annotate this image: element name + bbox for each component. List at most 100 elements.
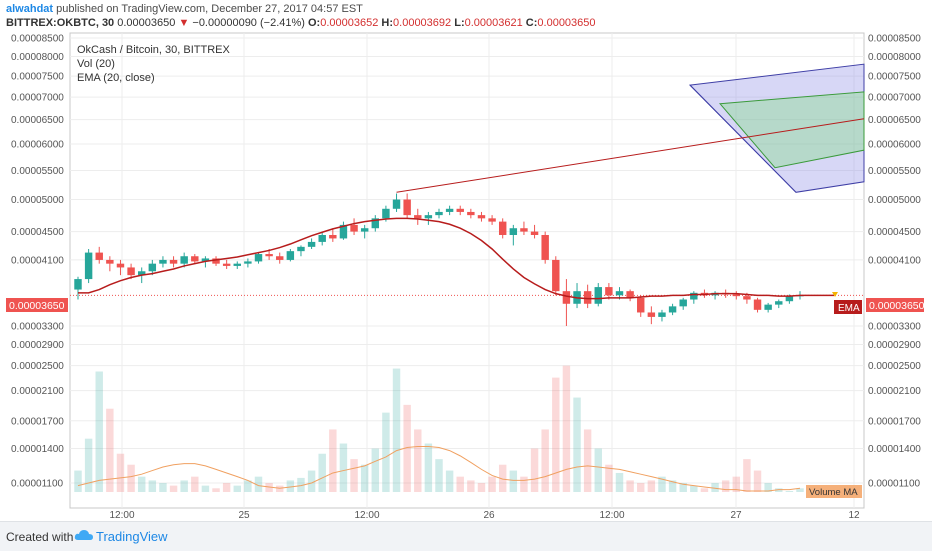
price-tick-label-left: 0.00001400 (11, 444, 64, 455)
axes: 0.00008500 0.00008500 0.00008000 0.00008000… (11, 34, 921, 522)
chart-area[interactable]: 0.00008500 0.00008500 0.00008000 0.00008000… (0, 0, 932, 521)
price-tick-label-left: 0.00006500 (11, 115, 64, 126)
high-value: 0.00003692 (393, 17, 452, 29)
price-badges: 0.00003650 0.00003650 EMA Volume MA (6, 298, 925, 498)
candle-body (371, 218, 380, 229)
price-tick-label-left: 0.00001700 (11, 416, 64, 427)
tradingview-cloud-icon[interactable] (74, 528, 94, 547)
candle-body (286, 251, 295, 260)
candle-body (775, 301, 783, 305)
price-tick-label-right: 0.00005000 (868, 195, 921, 206)
trendline-drawing[interactable] (396, 118, 865, 193)
volume-bar (360, 464, 369, 492)
volume-bar (679, 483, 687, 492)
volume-bar (137, 476, 146, 492)
candle-body (169, 259, 178, 264)
volume-bar (658, 476, 666, 492)
open-label: O: (308, 17, 321, 29)
volume-bar (435, 459, 443, 492)
volume-bar (445, 470, 454, 492)
candle-body (159, 259, 167, 264)
candle-body (690, 292, 698, 300)
volume-bar (541, 429, 549, 492)
volume-bar (191, 476, 199, 492)
price-tick-label-right: 0.00002500 (868, 361, 921, 372)
pitchfork-drawing[interactable] (688, 63, 865, 193)
price-tick-label-left: 0.00005000 (11, 195, 64, 206)
right-price-badge: 0.00003650 (869, 300, 925, 312)
volume-bar (382, 412, 390, 492)
time-tick-label: 27 (730, 510, 742, 521)
left-price-badge: 0.00003650 (9, 300, 65, 312)
candle-body (583, 291, 592, 304)
publish-header: alwahdat published on TradingView.com, D… (6, 3, 363, 15)
candle-body (615, 291, 624, 296)
candle-body (392, 199, 401, 209)
price-tick-label-left: 0.00007000 (11, 93, 64, 104)
candle-body (562, 291, 571, 304)
candle-body (403, 199, 411, 216)
volume-bar (403, 404, 411, 492)
volume-bar (222, 483, 231, 492)
candle-body (647, 312, 656, 317)
right-price-badge-bg (866, 298, 924, 312)
volume-ma-badge: Volume MA (809, 487, 858, 498)
volume-bar (753, 470, 762, 492)
candle-body (318, 234, 326, 242)
price-tick-label-right: 0.00002100 (868, 386, 921, 397)
time-tick-label: 12:00 (354, 510, 379, 521)
price-tick-label-right: 0.00008500 (868, 34, 921, 45)
time-tick-label: 12:00 (599, 510, 624, 521)
volume-ma-polyline (77, 446, 801, 492)
ema-badge-bg (834, 300, 862, 314)
candle-body (424, 215, 433, 219)
volume-bar (116, 453, 125, 492)
grid (69, 32, 865, 509)
trendline (396, 118, 865, 193)
candle-body (679, 299, 687, 307)
candle-body (658, 312, 666, 317)
volume-bar (276, 485, 284, 492)
price-tick-label-left: 0.00002500 (11, 361, 64, 372)
price-tick-label-left: 0.00008000 (11, 52, 64, 63)
candle-body (530, 231, 539, 235)
candle-body (541, 234, 549, 260)
time-tick-label: 12 (848, 510, 860, 521)
volume-bar (350, 459, 358, 492)
price-tick-label-left: 0.00004500 (11, 227, 64, 238)
price-tick-label-left: 0.00005500 (11, 166, 64, 177)
tradingview-brand-link[interactable]: TradingView (96, 529, 168, 544)
time-tick-label: 25 (238, 510, 250, 521)
time-tick-label: 12:00 (109, 510, 134, 521)
candle-body (552, 259, 560, 292)
volume-bar (254, 476, 263, 492)
volume-bar (244, 480, 252, 492)
volume-bar (201, 485, 210, 492)
volume-bar (509, 470, 518, 492)
volume-bar (647, 480, 656, 492)
author-link[interactable]: alwahdat (6, 3, 54, 15)
candle-body (743, 296, 751, 300)
candle-body (637, 297, 645, 313)
candle-body (116, 263, 125, 268)
candle-body (382, 208, 390, 219)
candle-body (520, 228, 528, 232)
candle-body (244, 261, 252, 264)
candle-body (201, 258, 210, 262)
candle-body (594, 287, 602, 304)
candle-body (329, 234, 337, 239)
candle-body (498, 221, 507, 235)
volume-bar (297, 477, 305, 492)
price-tick-label-left: 0.00004100 (11, 255, 64, 266)
candle-body (276, 256, 284, 260)
candle-body (137, 271, 146, 276)
volume-bar (286, 480, 295, 492)
volume-bar (169, 485, 178, 492)
down-arrow-icon: ▼ (178, 17, 190, 29)
price-tick-label-right: 0.00003300 (868, 322, 921, 333)
candle-body (191, 256, 199, 262)
volume-bar (530, 448, 539, 492)
candle-body (265, 254, 273, 257)
price-tick-label-right: 0.00004500 (868, 227, 921, 238)
volume-bar (329, 429, 337, 492)
